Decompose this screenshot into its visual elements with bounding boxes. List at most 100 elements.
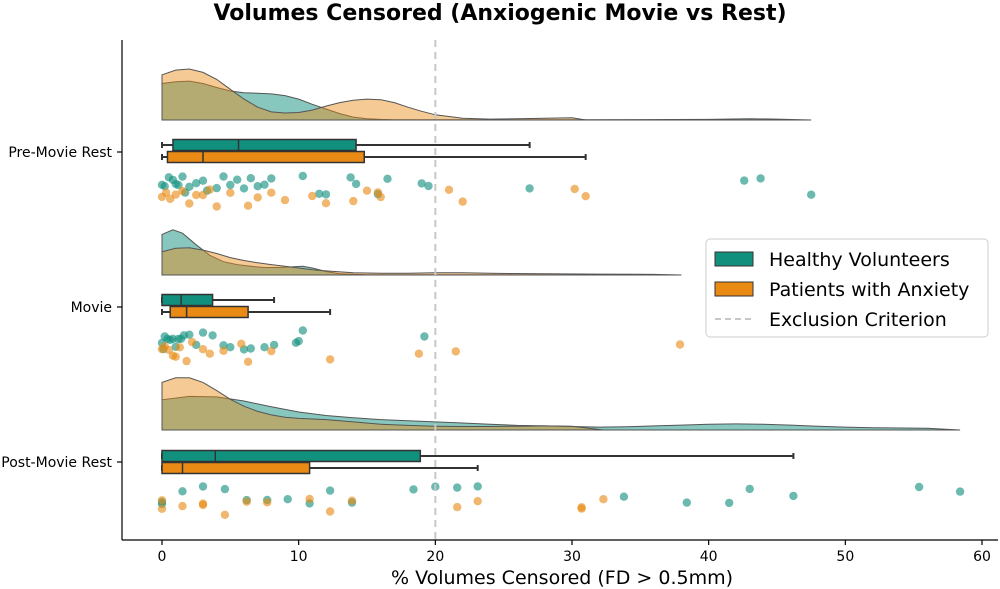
post-movie-rest-anxiety-box — [161, 461, 479, 475]
data-point — [325, 507, 335, 516]
data-point — [185, 199, 194, 208]
y-tick-label: Movie — [71, 300, 112, 316]
data-point — [420, 332, 429, 341]
x-tick-label: 30 — [563, 549, 581, 565]
data-point — [308, 191, 317, 201]
data-point — [577, 503, 586, 512]
data-point — [157, 504, 167, 513]
legend: Healthy Volunteers Patients with Anxiety E… — [705, 238, 989, 338]
data-point — [745, 484, 754, 494]
data-point — [226, 180, 235, 190]
pre-movie-rest-anxiety-points — [157, 184, 590, 211]
data-point — [253, 193, 262, 202]
data-point — [346, 173, 355, 182]
movie-anxiety-points — [157, 337, 685, 366]
chart-title: Volumes Censored (Anxiogenic Movie vs Re… — [213, 1, 786, 26]
data-point — [212, 183, 221, 193]
x-tick-label: 50 — [836, 549, 854, 565]
movie-anxiety-density — [161, 247, 682, 276]
axes: Pre-Movie Rest Movie Post-Movie Rest 0 10 20 3… — [1, 40, 998, 565]
data-point — [321, 199, 331, 208]
box-iqr — [169, 305, 249, 319]
post-movie-rest-healthy-points — [157, 482, 965, 509]
pre-movie-rest-anxiety-box — [161, 150, 587, 164]
y-tick-label: Pre-Movie Rest — [8, 145, 112, 161]
data-point — [376, 192, 385, 202]
data-point — [325, 355, 335, 364]
x-tick-label: 10 — [290, 549, 308, 565]
legend-label: Healthy Volunteers — [769, 249, 950, 271]
data-point — [198, 176, 208, 185]
data-point — [174, 180, 183, 190]
data-point — [219, 172, 228, 181]
data-point — [424, 181, 433, 191]
data-point — [570, 184, 579, 194]
movie-anxiety-box — [161, 305, 332, 319]
data-point — [171, 190, 180, 199]
data-point — [161, 188, 171, 197]
data-point — [198, 190, 208, 200]
box-iqr — [161, 461, 311, 475]
legend-label: Exclusion Criterion — [769, 309, 947, 331]
data-point — [237, 339, 246, 348]
data-point — [298, 326, 307, 335]
data-point — [157, 496, 167, 505]
data-point — [444, 185, 454, 194]
data-point — [208, 331, 217, 340]
data-point — [160, 182, 169, 191]
data-point — [178, 186, 187, 196]
data-point — [233, 175, 242, 184]
data-point — [267, 346, 276, 356]
data-point — [321, 190, 331, 199]
box-iqr — [172, 138, 357, 152]
data-point — [383, 174, 392, 183]
data-point — [283, 495, 292, 504]
data-point — [267, 174, 276, 183]
legend-box — [705, 238, 989, 338]
data-point — [315, 189, 324, 198]
data-point — [260, 180, 269, 189]
data-point — [305, 494, 314, 504]
data-point — [740, 176, 749, 185]
data-point — [187, 337, 197, 347]
data-point — [351, 179, 361, 189]
data-point — [198, 328, 208, 337]
data-point — [205, 185, 214, 194]
data-point — [239, 184, 249, 193]
data-point — [192, 179, 201, 188]
data-point — [409, 485, 418, 494]
data-point — [164, 345, 173, 355]
movie-healthy-points — [157, 326, 429, 354]
data-point — [246, 174, 255, 183]
data-point — [789, 491, 798, 501]
data-point — [417, 179, 426, 188]
movie-healthy-box — [161, 293, 276, 307]
plot-area — [157, 40, 965, 540]
data-point — [473, 497, 482, 506]
data-point — [453, 502, 462, 512]
data-point — [219, 346, 228, 355]
data-point — [260, 343, 269, 352]
data-point — [325, 486, 335, 495]
data-point — [220, 510, 230, 519]
post-movie-rest-healthy-box — [161, 449, 795, 463]
legend-swatch — [714, 281, 754, 297]
x-tick-label: 20 — [426, 549, 444, 565]
pre-movie-rest-anxiety-density — [161, 68, 586, 121]
data-point — [349, 196, 358, 206]
data-point — [212, 202, 221, 211]
data-point — [619, 492, 629, 501]
data-point — [226, 188, 235, 197]
data-point — [246, 344, 255, 353]
box-iqr — [166, 150, 366, 164]
legend-label: Patients with Anxiety — [769, 279, 969, 301]
pre-movie-rest-healthy-box — [161, 138, 531, 152]
data-point — [178, 487, 187, 496]
data-point — [807, 190, 816, 199]
post-movie-rest-anxiety-points — [157, 494, 608, 519]
data-point — [198, 482, 208, 491]
data-point — [198, 500, 208, 510]
data-point — [205, 349, 214, 358]
data-point — [182, 356, 191, 366]
